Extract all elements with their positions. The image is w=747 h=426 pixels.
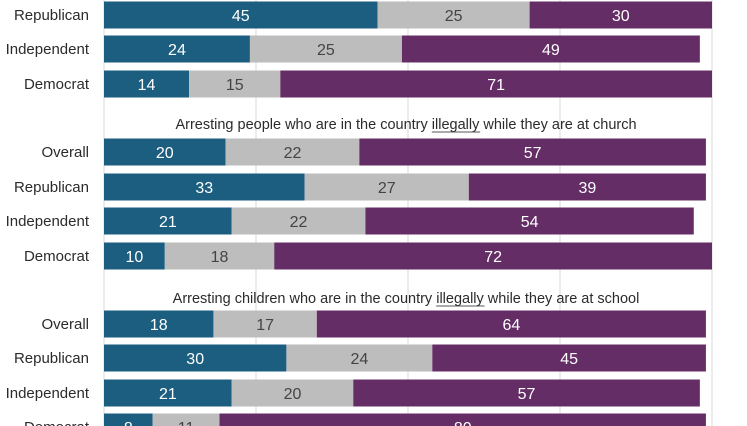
panel-3: Arresting children who are in the countr…: [6, 291, 706, 426]
bar-segment: [401, 35, 700, 63]
bar-segment: [152, 413, 220, 426]
data-label: 21: [159, 386, 177, 403]
bar-segment: [189, 70, 281, 98]
bar-segment: [104, 1, 378, 29]
category-label: Republican: [14, 179, 89, 196]
data-label: 10: [126, 249, 144, 266]
bar-segment: [225, 138, 360, 166]
data-label: 54: [521, 214, 539, 231]
panel-title-part: illegally: [436, 291, 484, 307]
data-label: 20: [284, 386, 302, 403]
bar-segment: [359, 138, 706, 166]
data-label: 20: [156, 145, 174, 162]
data-label: 15: [226, 77, 244, 94]
category-label: Democrat: [24, 76, 90, 93]
data-label: 45: [232, 8, 250, 25]
bar-segment: [104, 413, 153, 426]
data-label: 49: [542, 42, 560, 59]
bar-segment: [365, 207, 694, 235]
category-label: Democrat: [24, 248, 90, 265]
data-label: 25: [445, 8, 463, 25]
panel-2: Arresting people who are in the country …: [6, 117, 712, 270]
data-label: 71: [487, 77, 505, 94]
data-label: 22: [284, 145, 302, 162]
data-label: 33: [195, 180, 213, 197]
data-label: 30: [186, 351, 204, 368]
category-label: Independent: [6, 385, 90, 402]
bar-segment: [249, 35, 402, 63]
bar-segment: [104, 35, 250, 63]
bar-segment: [468, 173, 706, 201]
panel-title: Arresting people who are in the country …: [175, 117, 636, 133]
data-label: 39: [578, 180, 596, 197]
data-label: 24: [168, 42, 186, 59]
category-label: Republican: [14, 350, 89, 367]
bar-segment: [377, 1, 530, 29]
data-label: 18: [150, 317, 168, 334]
category-label: Independent: [6, 213, 90, 230]
panel-title-part: while they are at school: [484, 291, 640, 307]
data-label: 18: [211, 249, 229, 266]
data-label: 24: [350, 351, 368, 368]
bar-segment: [219, 413, 706, 426]
data-label: 21: [159, 214, 177, 231]
bar-segment: [104, 310, 214, 338]
data-label: 14: [138, 77, 156, 94]
bar-segment: [104, 242, 165, 270]
panel-title-part: Arresting people who are in the country: [175, 117, 431, 133]
bar-segment: [213, 310, 317, 338]
data-label: 57: [524, 145, 542, 162]
category-label: Democrat: [24, 419, 90, 426]
bar-segment: [164, 242, 275, 270]
data-label: 57: [518, 386, 536, 403]
bar-segment: [231, 379, 354, 407]
data-label: 80: [454, 420, 472, 426]
bar-segment: [280, 70, 712, 98]
panel-1: Republican 45 25 30 Independent 24 25 49 Democra…: [6, 1, 712, 98]
data-label: 72: [484, 249, 502, 266]
data-label: 64: [502, 317, 520, 334]
bar-segment: [104, 173, 305, 201]
data-label: 45: [560, 351, 578, 368]
category-label: Republican: [14, 7, 89, 24]
bar-segment: [432, 344, 706, 372]
category-label: Overall: [41, 144, 89, 161]
bar-segment: [104, 70, 190, 98]
panel-title-part: illegally: [432, 117, 480, 133]
bar-segment: [316, 310, 706, 338]
bar-segment: [353, 379, 700, 407]
bar-segment: [104, 344, 287, 372]
bar-segment: [286, 344, 433, 372]
data-label: 17: [256, 317, 274, 334]
data-label: 8: [124, 420, 133, 426]
bar-segment: [274, 242, 712, 270]
data-label: 27: [378, 180, 396, 197]
data-label: 11: [178, 420, 195, 426]
panel-title: Arresting children who are in the countr…: [173, 291, 640, 307]
bar-segment: [104, 138, 226, 166]
category-label: Independent: [6, 41, 90, 58]
bar-segment: [104, 379, 232, 407]
panel-title-part: while they are at church: [479, 117, 636, 133]
data-label: 30: [612, 8, 630, 25]
bar-segment: [104, 207, 232, 235]
panel-title-part: Arresting children who are in the countr…: [173, 291, 437, 307]
data-label: 25: [317, 42, 335, 59]
data-label: 22: [290, 214, 308, 231]
bar-segment: [231, 207, 366, 235]
bar-segment: [304, 173, 469, 201]
category-label: Overall: [41, 316, 89, 333]
bar-segment: [529, 1, 712, 29]
